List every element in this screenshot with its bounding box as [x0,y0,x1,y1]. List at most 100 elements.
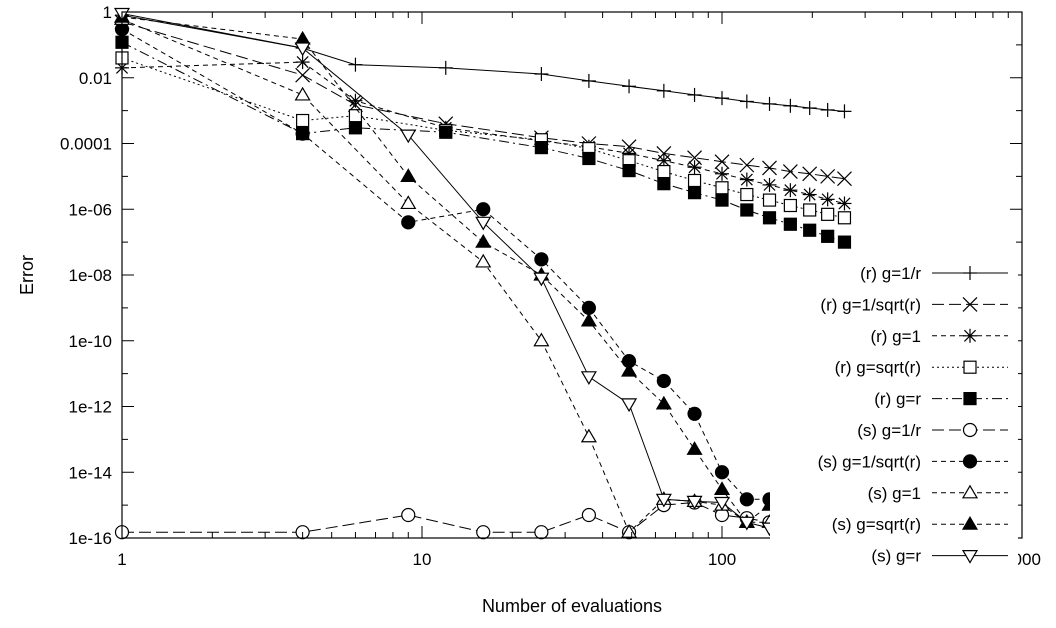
data-point [686,495,703,510]
data-point [715,166,729,181]
data-point [294,42,311,57]
data-point [837,196,852,211]
y-tick-label: 1e-12 [69,398,112,417]
y-tick-label: 0.0001 [60,135,112,154]
data-point [534,67,549,82]
data-point [656,373,671,389]
data-point [713,481,731,496]
data-point [580,428,597,443]
y-tick-label: 1e-08 [69,266,112,285]
data-point [656,83,671,98]
y-tick-label: 1e-06 [69,200,112,219]
data-point [295,67,311,83]
legend-label: (r) g=sqrt(r) [835,358,921,377]
legend-marker [962,454,978,469]
data-point [295,55,310,70]
data-point [820,192,835,207]
data-point [837,211,852,225]
data-point [580,371,597,386]
legend-marker [963,392,977,406]
data-point [657,164,671,179]
data-point [294,86,311,101]
legend-marker [961,549,979,564]
data-point [762,211,777,225]
data-point [782,164,798,179]
data-point [657,177,671,191]
data-point [783,217,797,231]
data-point [622,163,636,178]
data-point [803,203,817,217]
data-point [821,207,835,221]
data-point [783,183,798,198]
series-6 [114,22,852,530]
data-point [837,171,852,187]
data-point [534,252,549,267]
data-point [714,465,730,480]
data-point [621,524,638,538]
data-point [439,125,453,139]
data-point [294,30,311,45]
data-point [687,173,702,188]
data-point [713,496,731,511]
legend-entry: (s) g=1/r [857,421,1008,440]
series-7 [113,11,853,544]
data-point [762,193,777,207]
legend-entry: (r) g=1/r [860,264,1008,283]
axis-layer: 1 10 100 10001e-161e-141e-121e-101e-081e-06… [60,3,1041,569]
data-point [762,160,777,176]
data-point [837,235,852,249]
series-line [121,16,845,524]
data-point [802,187,817,202]
data-point [400,195,417,210]
y-tick-label: 0.01 [79,69,112,88]
legend-entry: (r) g=1 [870,327,1008,346]
y-tick-label: 1 [103,3,112,22]
data-point [687,87,702,102]
data-point [348,121,363,135]
data-point [714,154,730,170]
data-point [739,94,754,109]
data-point [348,109,363,123]
data-point [401,507,416,523]
legend-marker [963,266,977,280]
legend-marker [963,328,977,343]
data-point [739,492,754,507]
series-line [121,28,845,523]
x-tick-label: 100 [708,550,736,569]
series-line [121,14,845,112]
data-point [740,187,754,202]
data-point [438,60,453,75]
data-point [295,126,310,141]
legend-label: (r) g=1/r [860,264,921,283]
legend-label: (r) g=1/sqrt(r) [820,295,921,314]
data-point [802,166,818,182]
data-point [820,168,836,184]
data-point [715,91,729,106]
series-line [121,13,845,529]
data-point [296,113,310,128]
legend-label: (r) g=r [874,390,921,409]
data-point [475,253,492,268]
series-8 [113,8,853,528]
data-point [581,73,596,88]
data-point [715,181,729,195]
legend-marker [961,516,979,530]
legend-label: (s) g=r [871,547,921,566]
data-point [581,300,596,315]
legend-marker [963,360,977,374]
legend-label: (s) g=1/r [857,421,921,440]
data-point [621,362,638,377]
legend-label: (s) g=1/sqrt(r) [818,452,921,471]
legend-label: (s) g=1 [868,484,921,503]
data-point [687,186,702,200]
data-point [783,198,797,213]
legend-entry: (r) g=sqrt(r) [835,358,1008,377]
data-point [820,102,835,117]
legend-entry: (s) g=sqrt(r) [832,515,1008,534]
series-line [121,61,845,204]
data-point [837,104,852,119]
data-point [740,203,754,217]
legend-label: (s) g=sqrt(r) [832,515,921,534]
